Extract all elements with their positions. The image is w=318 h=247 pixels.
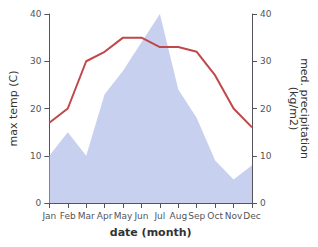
svg-text:20: 20: [30, 104, 42, 114]
svg-text:med. precipitation: med. precipitation: [298, 58, 311, 159]
svg-text:Nov: Nov: [225, 211, 243, 221]
svg-text:Dec: Dec: [243, 211, 260, 221]
svg-text:(kg/m2): (kg/m2): [287, 87, 300, 130]
svg-text:10: 10: [260, 151, 272, 161]
svg-text:40: 40: [260, 9, 272, 19]
svg-text:0: 0: [36, 198, 42, 208]
svg-text:Jan: Jan: [41, 211, 56, 221]
svg-text:Sep: Sep: [188, 211, 205, 221]
svg-text:May: May: [114, 211, 133, 221]
svg-text:30: 30: [260, 56, 272, 66]
svg-text:20: 20: [260, 104, 272, 114]
svg-text:40: 40: [30, 9, 42, 19]
svg-text:Feb: Feb: [60, 211, 76, 221]
svg-text:30: 30: [30, 56, 42, 66]
svg-text:10: 10: [30, 151, 42, 161]
svg-text:Oct: Oct: [207, 211, 223, 221]
svg-text:date (month): date (month): [110, 226, 192, 239]
svg-text:Aug: Aug: [170, 211, 188, 221]
svg-text:0: 0: [260, 198, 266, 208]
svg-text:Jul: Jul: [153, 211, 165, 221]
svg-text:Jun: Jun: [133, 211, 148, 221]
svg-text:Apr: Apr: [97, 211, 113, 221]
svg-text:max temp (C): max temp (C): [7, 70, 20, 146]
svg-text:Mar: Mar: [78, 211, 95, 221]
